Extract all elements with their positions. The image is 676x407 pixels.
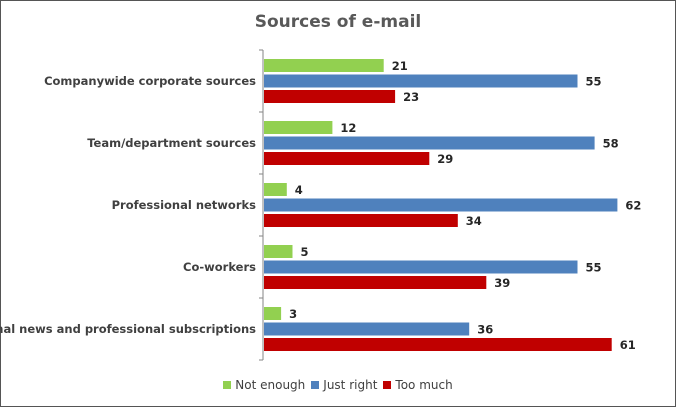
bar	[264, 198, 618, 212]
chart-legend: Not enough Just right Too much	[0, 378, 676, 392]
legend-swatch	[311, 381, 320, 389]
data-label: 12	[340, 121, 356, 135]
legend-label: Just right	[323, 378, 378, 392]
data-label: 3	[289, 307, 297, 321]
bar	[264, 338, 612, 351]
bar	[264, 136, 595, 150]
legend-swatch	[383, 381, 392, 389]
data-label: 55	[586, 75, 602, 89]
data-label: 4	[295, 183, 303, 197]
data-label: 62	[625, 199, 641, 213]
bar	[264, 322, 470, 336]
bar	[264, 214, 458, 227]
data-label: 36	[477, 323, 493, 337]
bar	[264, 183, 287, 196]
category-label: Team/department sources	[87, 136, 256, 150]
data-label: 55	[586, 261, 602, 275]
category-label: Companywide corporate sources	[44, 74, 256, 88]
bar	[264, 74, 578, 88]
legend-item: Too much	[383, 378, 453, 392]
legend-label: Too much	[395, 378, 453, 392]
legend-label: Not enough	[235, 378, 306, 392]
data-label: 29	[437, 152, 453, 166]
data-label: 34	[466, 214, 482, 228]
category-label: Co-workers	[183, 260, 256, 274]
bar	[264, 260, 578, 274]
legend-swatch	[223, 381, 232, 389]
bar	[264, 276, 487, 289]
data-label: 21	[392, 59, 408, 73]
chart-title: Sources of e-mail	[254, 12, 422, 32]
bar	[264, 90, 396, 103]
category-label: External news and professional subscript…	[0, 322, 256, 336]
bar	[264, 245, 293, 258]
category-label: Professional networks	[112, 198, 257, 212]
legend-item: Just right	[311, 378, 377, 392]
legend-item: Not enough	[223, 378, 305, 392]
bar	[264, 59, 384, 72]
data-label: 58	[603, 137, 619, 151]
data-label: 39	[494, 276, 510, 290]
bar	[264, 121, 333, 134]
data-label: 61	[620, 338, 636, 352]
bar	[264, 152, 430, 165]
data-label: 23	[403, 90, 419, 104]
bar	[264, 307, 282, 320]
data-label: 5	[301, 245, 309, 259]
